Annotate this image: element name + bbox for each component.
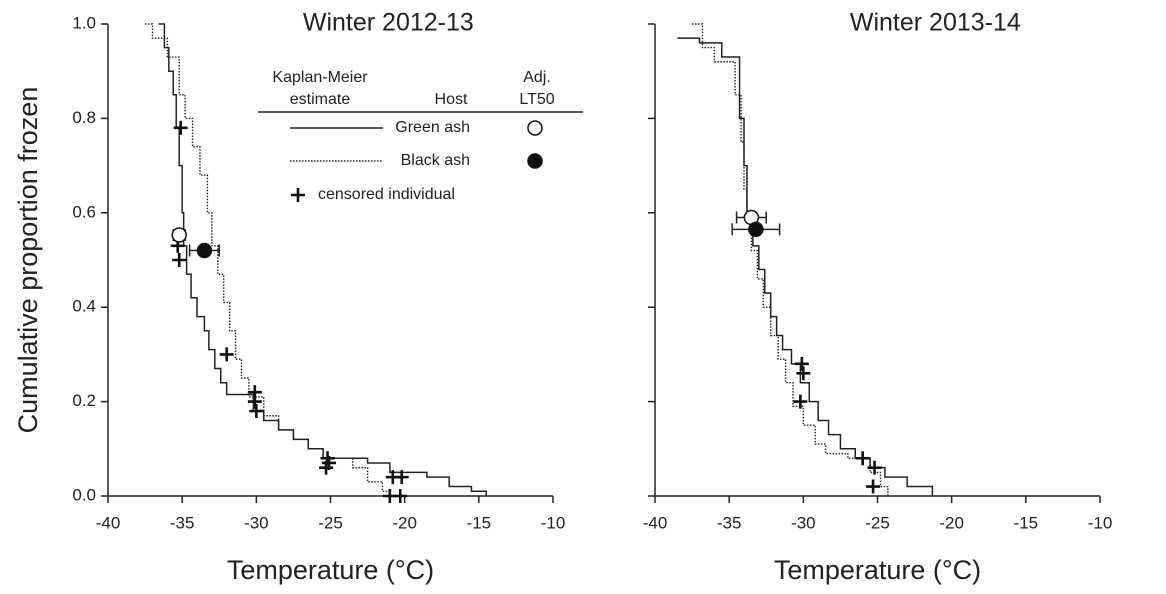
y-axis-label: Cumulative proportion frozen <box>13 87 43 434</box>
x-tick-label: -20 <box>939 513 964 532</box>
x-tick-label: -35 <box>170 513 195 532</box>
km-curve <box>677 37 934 496</box>
censored-marker <box>249 404 264 419</box>
censored-marker <box>247 394 262 409</box>
x-tick-label: -15 <box>1014 513 1039 532</box>
x-tick-label: -30 <box>244 513 269 532</box>
y-tick-label: 0.2 <box>72 391 96 410</box>
censored-marker <box>796 366 811 381</box>
legend-header: estimate <box>290 91 351 108</box>
x-axis-label: Temperature (°C) <box>774 555 981 585</box>
x-tick-label: -20 <box>392 513 417 532</box>
chart-title: Winter 2013-14 <box>850 9 1021 37</box>
censored-marker <box>793 394 808 409</box>
legend-header: Host <box>435 91 468 108</box>
x-tick-label: -10 <box>1088 513 1113 532</box>
legend-header: LT50 <box>519 91 554 108</box>
x-axis-label: Temperature (°C) <box>227 555 434 585</box>
censored-marker <box>173 120 188 135</box>
legend-marker <box>527 153 543 169</box>
x-tick-label: -25 <box>318 513 343 532</box>
y-tick-label: 0.6 <box>72 202 96 221</box>
x-tick-label: -10 <box>541 513 566 532</box>
legend-label: censored individual <box>318 186 455 203</box>
censored-marker <box>322 455 337 470</box>
x-tick-label: -40 <box>643 513 668 532</box>
y-tick-label: 0.4 <box>72 297 96 316</box>
legend-label: Black ash <box>401 152 470 169</box>
x-tick-label: -25 <box>865 513 890 532</box>
censored-marker <box>867 460 882 475</box>
legend-censored-marker <box>291 188 305 202</box>
legend-marker <box>527 120 543 136</box>
legend-label: Green ash <box>395 119 470 136</box>
censored-marker <box>794 356 809 371</box>
censored-marker <box>172 253 187 267</box>
km-curve <box>692 23 889 496</box>
lt50-marker <box>748 221 764 238</box>
chart-title: Winter 2012-13 <box>303 9 474 37</box>
x-tick-label: -15 <box>467 513 492 532</box>
x-tick-label: -35 <box>717 513 742 532</box>
legend-header: Adj. <box>523 69 551 86</box>
y-tick-label: 1.0 <box>72 13 96 32</box>
lt50-marker <box>171 227 187 243</box>
y-tick-label: 0.0 <box>72 485 96 504</box>
censored-marker <box>855 451 870 466</box>
censored-marker <box>866 479 881 494</box>
censored-marker <box>219 347 234 362</box>
legend-header: Kaplan-Meier <box>272 69 368 86</box>
censored-marker <box>394 470 409 485</box>
lt50-marker <box>196 242 213 259</box>
y-tick-label: 0.8 <box>72 108 96 127</box>
censored-marker <box>393 489 408 503</box>
x-tick-label: -30 <box>791 513 816 532</box>
x-tick-label: -40 <box>96 513 121 532</box>
